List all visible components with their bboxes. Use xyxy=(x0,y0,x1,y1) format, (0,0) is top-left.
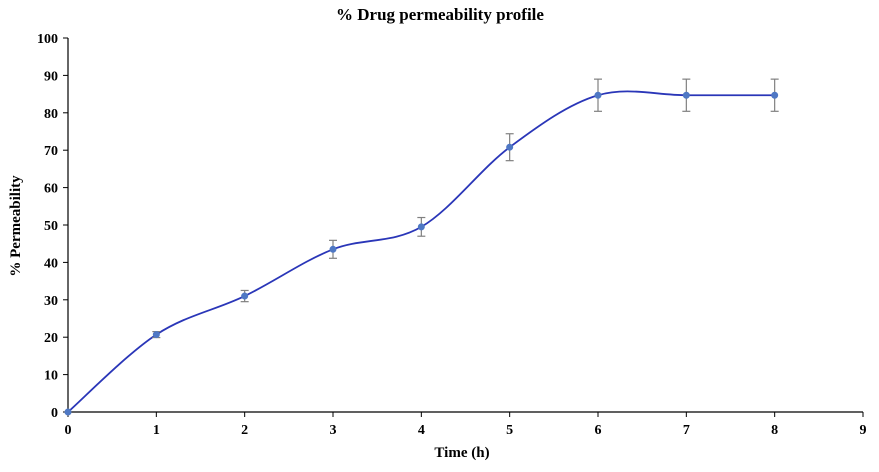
x-tick-label: 3 xyxy=(330,423,337,438)
y-tick-label: 10 xyxy=(44,369,58,384)
y-tick-label: 30 xyxy=(44,294,58,309)
x-tick-label: 4 xyxy=(418,423,425,438)
series-line xyxy=(67,90,775,413)
x-tick-label: 0 xyxy=(65,423,72,438)
x-tick-label: 5 xyxy=(506,423,513,438)
data-point xyxy=(682,91,690,99)
y-tick-label: 0 xyxy=(51,406,58,421)
y-tick-label: 60 xyxy=(44,182,58,197)
data-point xyxy=(594,91,602,99)
y-tick-label: 80 xyxy=(44,107,58,122)
data-point xyxy=(771,91,779,99)
data-point xyxy=(152,331,160,339)
data-point xyxy=(241,292,249,300)
y-tick-label: 40 xyxy=(44,256,58,271)
x-tick-label: 6 xyxy=(595,423,602,438)
chart-title: % Drug permeability profile xyxy=(336,5,544,24)
plot-area xyxy=(64,78,779,416)
y-axis-label: % Permeability xyxy=(8,175,24,277)
x-tick-label: 7 xyxy=(683,423,690,438)
x-tick-label: 8 xyxy=(771,423,778,438)
x-tick-label: 1 xyxy=(153,423,160,438)
y-tick-label: 50 xyxy=(44,219,58,234)
y-tick-label: 70 xyxy=(44,144,58,159)
x-axis-label: Time (h) xyxy=(434,445,489,461)
data-point xyxy=(506,143,514,151)
x-tick-label: 2 xyxy=(241,423,248,438)
y-tick-label: 90 xyxy=(44,69,58,84)
data-point xyxy=(329,245,337,253)
axes: 0 10 20 30 40 50 60 70 80 90 100 0 1 2 3 4 5 6 7 8 9 xyxy=(37,32,867,438)
y-tick-label: 20 xyxy=(44,331,58,346)
y-tick-label: 100 xyxy=(37,32,58,47)
x-tick-label: 9 xyxy=(860,423,867,438)
data-point xyxy=(417,223,425,231)
data-point xyxy=(64,408,72,416)
